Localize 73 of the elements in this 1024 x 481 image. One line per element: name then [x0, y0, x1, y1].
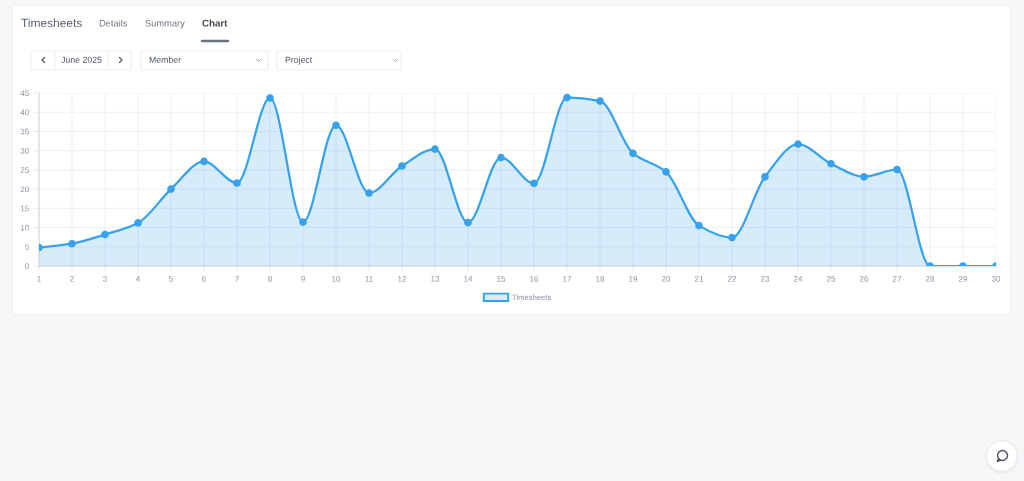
text: Member [149, 56, 181, 63]
point [629, 149, 637, 158]
point [761, 172, 769, 181]
x-tick-label: 22 [727, 275, 737, 282]
x-tick-label: 5 [169, 276, 173, 282]
x-tick-label: 12 [398, 275, 407, 282]
x-tick-label: 18 [596, 275, 605, 282]
point [68, 239, 76, 248]
point [134, 219, 142, 227]
x-tick-label: 25 [826, 275, 836, 282]
point [596, 97, 604, 105]
x-tick-label: 27 [892, 275, 902, 282]
y-tick-label: 35 [20, 128, 29, 135]
y-tick-label: 25 [20, 167, 29, 173]
x-tick-label: 9 [301, 275, 305, 282]
point [695, 221, 703, 230]
point [563, 93, 571, 102]
y-tick-label: 30 [20, 147, 29, 154]
text: Chart [202, 19, 228, 27]
x-tick-label: 21 [694, 275, 704, 282]
point [266, 94, 274, 102]
point [332, 121, 340, 130]
point [827, 159, 835, 168]
x-tick-label: 17 [563, 276, 572, 282]
x-tick-label: 16 [530, 275, 539, 282]
point [101, 230, 109, 239]
point [299, 218, 307, 226]
x-tick-label: 28 [925, 275, 935, 282]
point [662, 167, 670, 176]
y-tick-label: 0 [25, 263, 29, 269]
x-tick-label: 19 [629, 275, 638, 282]
x-tick-label: 26 [859, 275, 869, 282]
text: June 2025 [61, 56, 102, 63]
point [794, 140, 802, 148]
x-tick-label: 11 [365, 276, 373, 282]
chart-title: Timesheets [21, 18, 82, 28]
point [497, 153, 505, 162]
point [365, 189, 373, 197]
point [200, 157, 208, 166]
x-tick-label: 30 [991, 275, 1001, 282]
point [431, 145, 439, 153]
point [233, 179, 241, 187]
x-tick-label: 24 [793, 275, 803, 282]
point [167, 185, 175, 193]
point [530, 179, 538, 188]
y-tick-label: 10 [20, 224, 29, 231]
point [728, 233, 736, 242]
point [398, 162, 406, 170]
x-tick-label: 20 [661, 275, 671, 282]
text: Details [99, 19, 128, 27]
y-tick-label: 15 [20, 205, 29, 212]
point [860, 172, 868, 181]
x-tick-label: 15 [497, 276, 506, 282]
x-tick-label: 23 [760, 275, 770, 282]
x-tick-label: 13 [431, 275, 440, 282]
x-tick-label: 2 [70, 275, 74, 282]
x-tick-label: 10 [332, 275, 341, 282]
x-tick-label: 29 [958, 275, 968, 282]
x-tick-label: 1 [37, 276, 41, 282]
x-tick-label: 4 [135, 276, 140, 282]
y-tick-label: 40 [20, 109, 29, 116]
text: Summary [145, 19, 185, 29]
x-tick-label: 8 [268, 275, 272, 282]
point [464, 218, 472, 227]
x-tick-label: 3 [103, 275, 107, 282]
x-tick-label: 14 [464, 276, 473, 282]
x-tick-label: 6 [202, 275, 206, 282]
y-tick-label: 5 [25, 244, 29, 250]
y-tick-label: 45 [20, 90, 29, 96]
x-tick-label: 7 [235, 276, 239, 282]
text: Project [285, 56, 313, 65]
point [893, 165, 901, 174]
y-tick-label: 20 [20, 186, 29, 193]
